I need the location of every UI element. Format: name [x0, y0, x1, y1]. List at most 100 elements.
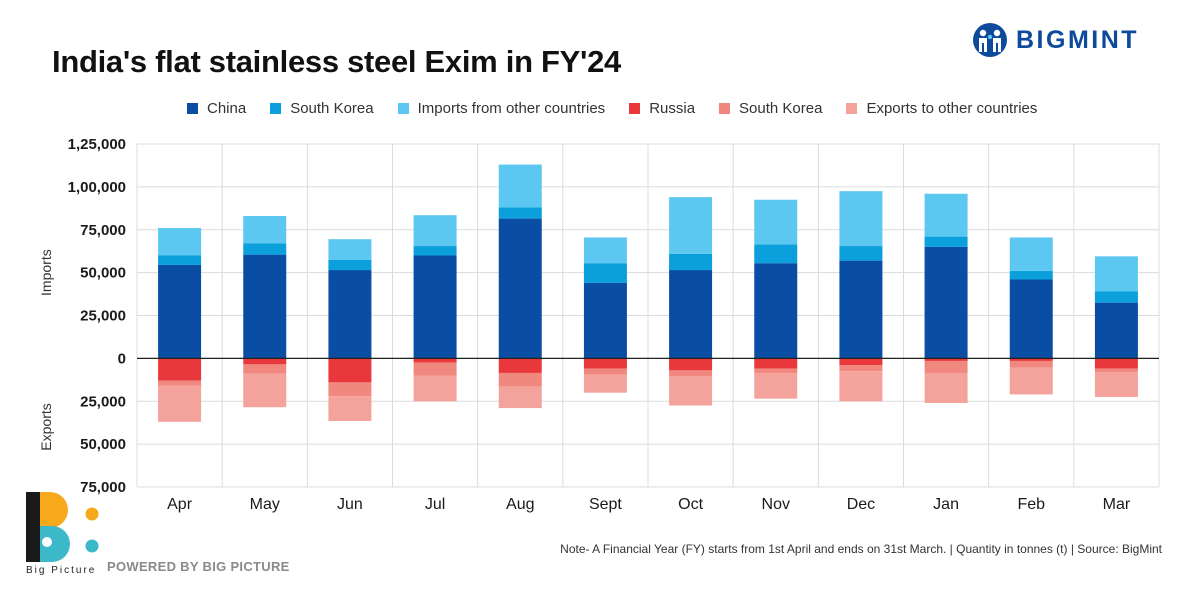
y-tick-label: 1,00,000	[68, 179, 126, 196]
y-axis-label-exports: Exports	[38, 403, 54, 450]
y-tick-label: 0	[118, 350, 126, 367]
x-tick-label: Dec	[847, 496, 875, 513]
legend-swatch	[629, 103, 641, 114]
brand-name: BIGMINT	[1016, 25, 1140, 54]
bar-segment	[1094, 358, 1138, 369]
bar-segment	[583, 263, 627, 283]
bar-segment	[1094, 372, 1138, 397]
legend-label: South Korea	[290, 100, 374, 117]
bar-segment	[754, 358, 798, 369]
bar-segment	[158, 358, 202, 381]
powered-by-text: POWERED BY BIG PICTURE	[107, 559, 290, 574]
bar-segment	[1094, 291, 1138, 303]
legend-label: China	[207, 100, 247, 117]
big-picture-logo-text: Big Picture	[26, 565, 97, 576]
bar-segment	[1009, 358, 1053, 361]
bar-segment	[924, 193, 968, 237]
bar-segment	[413, 215, 457, 247]
bar-segment	[583, 282, 627, 359]
bar-segment	[243, 358, 287, 365]
bar-segment	[754, 263, 798, 359]
bar-segment	[498, 358, 542, 373]
bar-segment	[328, 270, 372, 359]
bar-segment	[1094, 256, 1138, 292]
bar-segment	[413, 246, 457, 256]
bar-segment	[669, 358, 713, 371]
bar-segment	[328, 358, 372, 383]
y-tick-label: 1,25,000	[68, 136, 126, 153]
bar-segment	[924, 236, 968, 247]
y-tick-label: 75,000	[80, 222, 126, 239]
bigmint-people-icon	[973, 23, 1007, 57]
bar-segment	[924, 358, 968, 361]
bar-segment	[498, 207, 542, 219]
x-tick-label: Aug	[506, 496, 534, 513]
bar-segment	[158, 255, 202, 265]
bar-segment	[839, 191, 883, 247]
bar-segment	[413, 358, 457, 363]
bar-segment	[1009, 270, 1053, 280]
footer-note: Note- A Financial Year (FY) starts from …	[560, 542, 1162, 556]
y-tick-label: 50,000	[80, 265, 126, 282]
bar-segment	[413, 255, 457, 359]
bar-segment	[839, 260, 883, 359]
legend-label: South Korea	[739, 100, 823, 117]
legend-item: Exports to other countries	[846, 100, 1037, 117]
bar-segment	[669, 197, 713, 254]
legend-swatch	[270, 103, 282, 114]
legend-label: Russia	[649, 100, 696, 117]
bar-segment	[669, 270, 713, 359]
bar-segment	[924, 246, 968, 359]
bar-segment	[1009, 279, 1053, 359]
bar-segment	[1009, 237, 1053, 271]
bar-segment	[158, 264, 202, 359]
bar-segment	[498, 372, 542, 387]
bar-segment	[839, 365, 883, 372]
legend-label: Exports to other countries	[866, 100, 1038, 117]
bar-segment	[243, 373, 287, 408]
bar-segment	[583, 368, 627, 375]
bigmint-logo: BIGMINT	[972, 22, 1139, 58]
legend-item: South Korea	[719, 100, 822, 117]
bar-segment	[243, 364, 287, 374]
bar-segment	[413, 362, 457, 376]
y-tick-label: 25,000	[80, 393, 126, 410]
bar-segment	[158, 385, 202, 422]
bar-segment	[583, 374, 627, 393]
bar-segment	[924, 372, 968, 403]
legend-swatch	[187, 103, 198, 114]
bar-segment	[839, 358, 883, 366]
x-tick-label: Jul	[425, 496, 445, 513]
bar-segment	[669, 253, 713, 271]
legend-item: South Korea	[270, 100, 374, 117]
chart-legend: China South Korea Imports from other count…	[187, 100, 1061, 117]
bar-segment	[498, 218, 542, 359]
bar-segment	[1009, 360, 1053, 368]
bar-segment	[839, 246, 883, 261]
bar-segment	[413, 375, 457, 402]
bar-segment	[243, 243, 287, 255]
bar-segment	[158, 228, 202, 256]
y-tick-label: 25,000	[80, 308, 126, 325]
bar-segment	[754, 244, 798, 264]
bar-segment	[158, 380, 202, 386]
bar-segment	[498, 164, 542, 208]
legend-item: Russia	[629, 100, 695, 117]
bar-segment	[669, 376, 713, 406]
x-tick-label: Sept	[589, 496, 622, 513]
x-tick-label: Jan	[933, 496, 959, 513]
big-picture-logo-icon	[26, 492, 99, 562]
bar-segment	[669, 370, 713, 377]
bar-segment	[328, 239, 372, 260]
x-tick-label: Nov	[762, 496, 790, 513]
y-tick-label: 50,000	[80, 436, 126, 453]
legend-label: Imports from other countries	[417, 100, 606, 117]
y-axis-label-imports: Imports	[38, 249, 54, 296]
x-tick-label: May	[250, 496, 280, 513]
legend-item: China	[187, 100, 246, 117]
bar-segment	[243, 254, 287, 359]
bar-segment	[754, 372, 798, 399]
bar-segment	[754, 199, 798, 245]
x-tick-label: Mar	[1103, 496, 1131, 513]
y-tick-label: 75,000	[80, 479, 126, 496]
